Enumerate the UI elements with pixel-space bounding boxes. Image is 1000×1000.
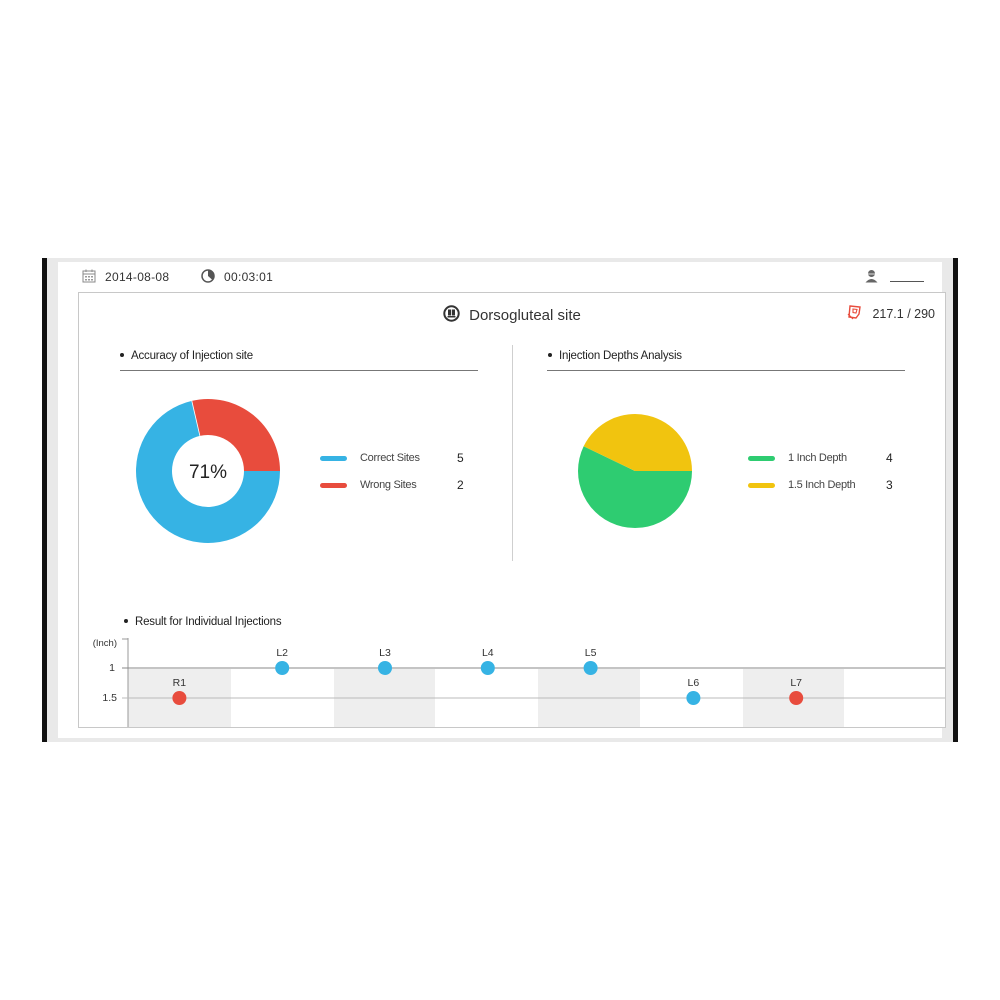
legend-label: Wrong Sites — [360, 479, 417, 491]
score-display: 217.1 / 290 — [847, 305, 935, 323]
accuracy-heading-text: Accuracy of Injection site — [131, 350, 253, 362]
legend-swatch-green — [748, 455, 775, 461]
legend-item-1-inch-depth: 1 Inch Depth — [748, 452, 847, 464]
injection-point-l2[interactable] — [275, 661, 290, 675]
pie-segment-1-5-inch — [583, 414, 692, 471]
depths-heading-underline — [547, 370, 905, 371]
legend-value-1-inch-depth: 4 — [886, 451, 893, 465]
bullet-icon — [120, 352, 124, 357]
legend-swatch-red — [320, 482, 347, 488]
bullet-icon — [548, 352, 552, 357]
legend-item-1-5-inch-depth: 1.5 Inch Depth — [748, 479, 856, 491]
title-text: Dorsogluteal site — [469, 307, 581, 324]
pie-segment-1-inch — [578, 446, 692, 529]
elapsed-time: 00:03:01 — [201, 262, 273, 292]
score-icon — [847, 305, 863, 323]
date-text: 2014-08-08 — [105, 270, 170, 284]
user-info[interactable] — [865, 262, 924, 292]
injection-point-l3[interactable] — [378, 661, 392, 675]
injection-label: L4 — [481, 647, 494, 659]
page-title: Dorsogluteal site — [79, 305, 945, 326]
accuracy-heading: Accuracy of Injection site — [120, 350, 253, 362]
user-name — [890, 273, 924, 282]
legend-value-correct-sites: 5 — [457, 451, 464, 465]
legend-item-correct-sites: Correct Sites — [320, 452, 420, 464]
depths-heading-text: Injection Depths Analysis — [559, 350, 682, 362]
session-date: 2014-08-08 — [82, 262, 169, 292]
individual-injections-chart — [122, 638, 945, 727]
section-divider — [512, 345, 513, 561]
injection-point-l5[interactable] — [583, 661, 598, 675]
y-tick-1-5: 1.5 — [102, 692, 117, 704]
legend-label: Correct Sites — [360, 452, 420, 464]
top-bar: 2014-08-08 00:03:01 — [58, 262, 942, 292]
injection-label: L2 — [276, 647, 289, 659]
score-text: 217.1 / 290 — [872, 307, 935, 321]
report-card: Dorsogluteal site 217.1 / 290 Accuracy o — [78, 292, 946, 728]
injection-label: L3 — [379, 647, 391, 659]
legend-swatch-yellow — [748, 482, 775, 488]
depths-heading: Injection Depths Analysis — [548, 350, 682, 362]
individual-heading: Result for Individual Injections — [124, 616, 282, 628]
elapsed-text: 00:03:01 — [224, 270, 274, 284]
legend-label: 1 Inch Depth — [788, 452, 847, 464]
legend-value-wrong-sites: 2 — [457, 478, 464, 492]
user-icon — [865, 269, 878, 286]
report-panel: Dorsogluteal site 217.1 / 290 Accuracy o — [58, 292, 946, 738]
injection-label: L5 — [584, 647, 597, 659]
device-frame: 2014-08-08 00:03:01 — [42, 258, 958, 742]
clock-icon — [201, 268, 215, 286]
legend-swatch-blue — [320, 455, 347, 461]
injection-label: L6 — [687, 677, 700, 689]
donut-segment-correct — [136, 400, 280, 544]
screen: 2014-08-08 00:03:01 — [47, 258, 953, 742]
legend-value-1-5-inch-depth: 3 — [886, 478, 893, 492]
injection-label: L7 — [790, 677, 803, 689]
accuracy-heading-underline — [120, 370, 478, 371]
calendar-icon — [82, 269, 96, 286]
accuracy-donut-chart: 71% — [136, 399, 280, 544]
y-tick-1: 1 — [109, 662, 115, 674]
injection-point-r1[interactable] — [172, 691, 187, 705]
depths-pie-chart — [578, 414, 692, 529]
donut-segment-wrong — [191, 399, 280, 471]
y-axis-unit: (Inch) — [92, 638, 117, 649]
injection-label: R1 — [172, 677, 187, 689]
bullet-icon — [124, 618, 128, 623]
individual-heading-text: Result for Individual Injections — [135, 616, 282, 628]
injection-point-l4[interactable] — [480, 661, 495, 675]
legend-item-wrong-sites: Wrong Sites — [320, 479, 417, 491]
donut-center-label: 71% — [189, 462, 227, 483]
injection-point-l7[interactable] — [789, 691, 804, 705]
legend-label: 1.5 Inch Depth — [788, 479, 856, 491]
dorsogluteal-site-icon — [443, 305, 460, 326]
injection-point-l6[interactable] — [686, 691, 701, 705]
